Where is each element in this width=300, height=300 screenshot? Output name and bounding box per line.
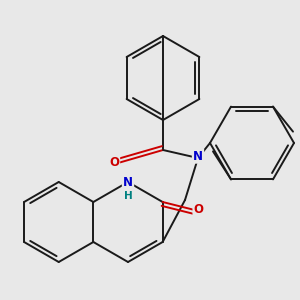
Text: N: N xyxy=(123,176,133,188)
Text: O: O xyxy=(194,203,204,217)
Text: O: O xyxy=(109,157,119,169)
Text: H: H xyxy=(124,191,132,201)
Text: N: N xyxy=(193,149,203,163)
